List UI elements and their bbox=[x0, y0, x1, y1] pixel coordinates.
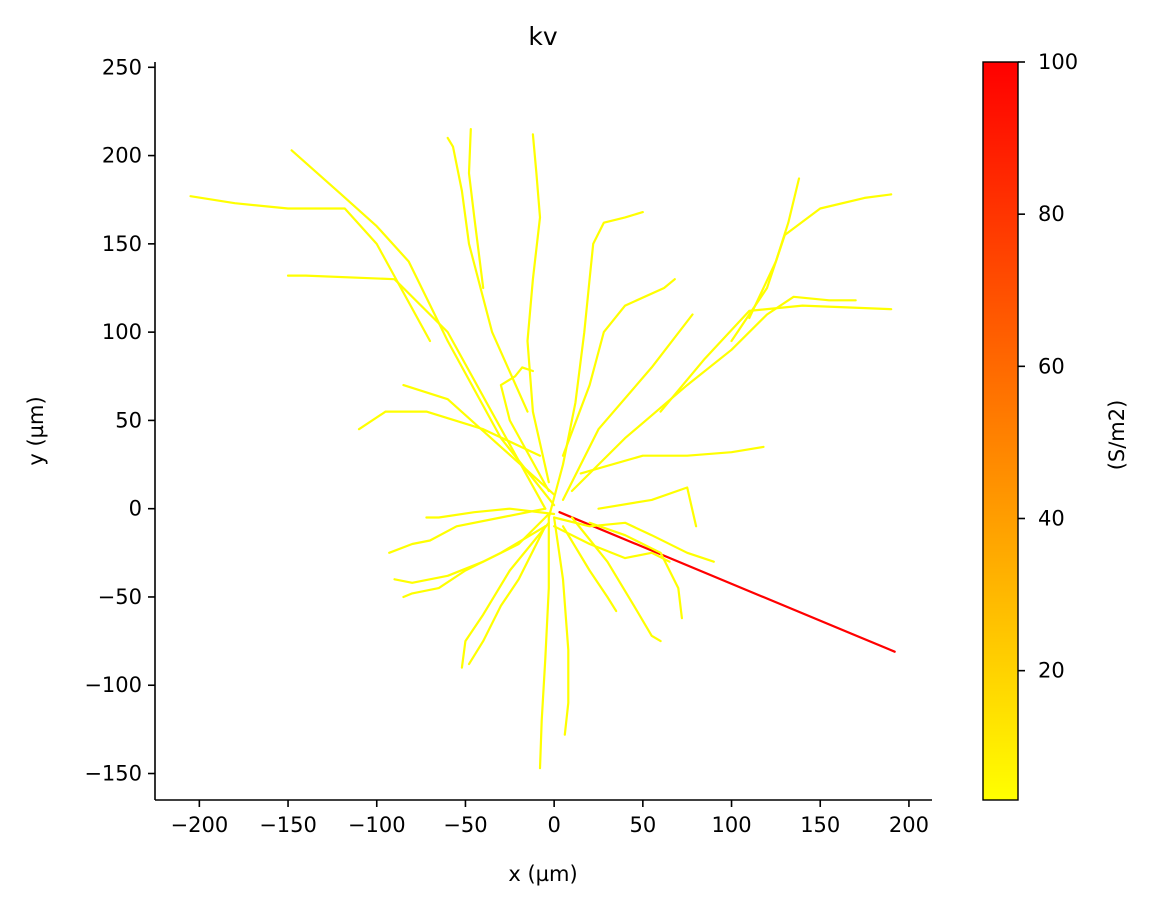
colorbar-tick-label: 100 bbox=[1038, 50, 1078, 74]
chart-title: kv bbox=[528, 22, 557, 51]
y-tick-label: 250 bbox=[102, 55, 142, 79]
x-tick-label: 50 bbox=[629, 813, 656, 837]
segment-8 bbox=[286, 274, 547, 510]
y-tick-label: 200 bbox=[102, 144, 142, 168]
y-tick-label: 100 bbox=[102, 320, 142, 344]
segment-16 bbox=[561, 278, 676, 457]
segment-5 bbox=[402, 384, 556, 496]
x-tick-label: −150 bbox=[259, 813, 317, 837]
morphology-segments bbox=[189, 128, 896, 770]
x-tick-label: −200 bbox=[171, 813, 229, 837]
y-tick-label: −100 bbox=[84, 673, 142, 697]
colorbar-tick-label: 60 bbox=[1038, 354, 1065, 378]
colorbar-gradient bbox=[982, 61, 1019, 801]
x-tick-label: 200 bbox=[889, 813, 929, 837]
y-tick-label: 0 bbox=[129, 497, 142, 521]
segment-11 bbox=[561, 313, 694, 501]
segment-7 bbox=[467, 128, 485, 290]
segment-30 bbox=[552, 525, 671, 563]
segment-18 bbox=[579, 445, 765, 475]
segment-6 bbox=[446, 136, 529, 413]
x-tick-label: 100 bbox=[711, 813, 751, 837]
x-ticks: −200 −150 −100 −50 0 50 100 150 200 bbox=[171, 800, 929, 837]
segment-10 bbox=[499, 366, 550, 493]
colorbar-label: (S/m2) bbox=[1105, 400, 1129, 471]
segment-2 bbox=[526, 133, 550, 484]
y-tick-label: −50 bbox=[98, 585, 142, 609]
segment-31 bbox=[570, 516, 662, 643]
segment-27 bbox=[402, 525, 547, 599]
y-ticks: −150 −100 −50 0 50 100 150 200 250 bbox=[84, 55, 155, 786]
segment-26 bbox=[388, 507, 547, 554]
colorbar-ticks: 20 40 60 80 100 bbox=[1018, 50, 1078, 683]
x-axis-label: x (µm) bbox=[508, 862, 577, 886]
segment-4 bbox=[357, 410, 542, 457]
x-tick-label: 150 bbox=[800, 813, 840, 837]
x-tick-label: 0 bbox=[547, 813, 560, 837]
colorbar-tick-label: 20 bbox=[1038, 659, 1065, 683]
segment-21 bbox=[561, 525, 618, 613]
axes: −200 −150 −100 −50 0 50 100 150 200 −150 −100 −50 0… bbox=[84, 55, 932, 837]
segment-20 bbox=[588, 521, 684, 620]
colorbar-tick-label: 40 bbox=[1038, 506, 1065, 530]
segment-12 bbox=[570, 295, 857, 493]
colorbar-tick-label: 80 bbox=[1038, 202, 1065, 226]
segment-23 bbox=[538, 516, 550, 770]
segment-13 bbox=[659, 304, 893, 413]
colorbar: 20 40 60 80 100 (S/m2) bbox=[982, 50, 1129, 801]
segment-28 bbox=[425, 507, 556, 519]
segment-24 bbox=[460, 521, 550, 669]
y-axis-label: y (µm) bbox=[24, 396, 48, 465]
y-tick-label: 150 bbox=[102, 232, 142, 256]
y-tick-label: −150 bbox=[84, 762, 142, 786]
segment-15 bbox=[748, 177, 801, 320]
y-tick-label: 50 bbox=[115, 408, 142, 432]
segment-19 bbox=[552, 516, 715, 563]
segment-17 bbox=[597, 486, 698, 528]
segment-29 bbox=[467, 525, 547, 666]
segment-22 bbox=[552, 516, 570, 736]
segment-9 bbox=[189, 195, 432, 343]
segment-14 bbox=[730, 193, 893, 343]
segment-0 bbox=[558, 511, 896, 653]
x-tick-label: −50 bbox=[443, 813, 487, 837]
x-tick-label: −100 bbox=[348, 813, 406, 837]
